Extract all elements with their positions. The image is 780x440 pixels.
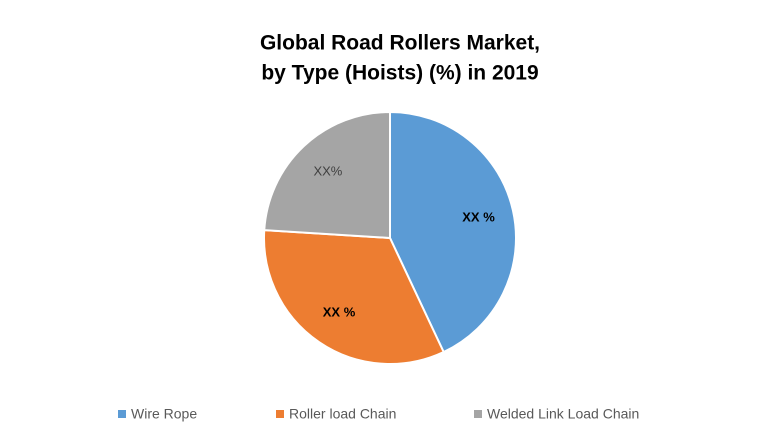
pie-slice	[263, 229, 445, 365]
legend-label: Welded Link Load Chain	[487, 406, 639, 422]
chart-title: Global Road Rollers Market,	[260, 32, 540, 55]
legend-label: Roller load Chain	[289, 406, 396, 422]
data-label: XX %	[462, 210, 495, 225]
legend-swatch	[118, 410, 126, 418]
pie-slice	[389, 110, 517, 354]
legend-swatch	[474, 410, 482, 418]
chart-title: by Type (Hoists) (%) in 2019	[261, 62, 538, 85]
data-label: XX %	[323, 304, 356, 319]
data-label: XX%	[313, 163, 342, 178]
pie-slice	[263, 110, 391, 240]
legend-swatch	[276, 410, 284, 418]
legend-label: Wire Rope	[131, 406, 197, 422]
